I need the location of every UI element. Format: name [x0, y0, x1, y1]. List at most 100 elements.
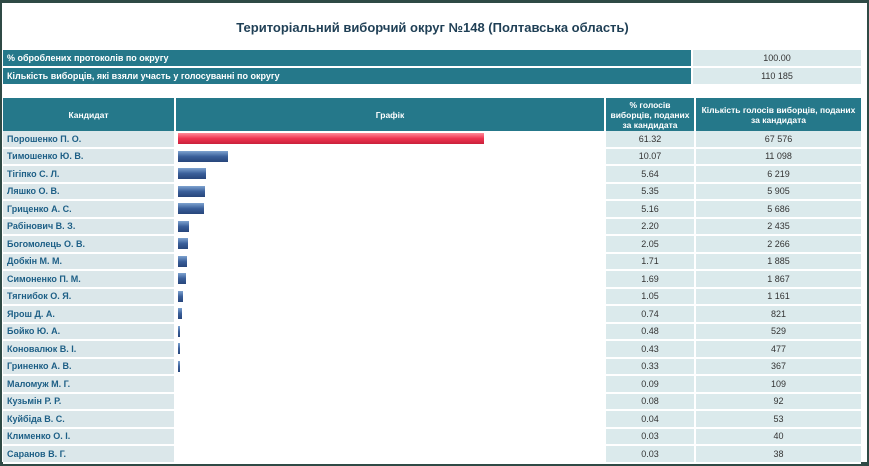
candidate-name: Куйбіда В. С. — [3, 411, 176, 429]
votes-value: 1 161 — [696, 288, 861, 306]
bar-cell — [176, 148, 606, 166]
summary-table: % оброблених протоколів по округу 100.00… — [3, 50, 861, 86]
window-bottom-border — [0, 462, 869, 466]
window-left-border — [0, 0, 2, 466]
votes-value: 5 905 — [696, 183, 861, 201]
vote-bar — [178, 290, 184, 302]
vote-bar — [178, 220, 189, 232]
vote-bar — [178, 168, 207, 180]
percent-value: 10.07 — [606, 148, 696, 166]
candidate-name: Кузьмін Р. Р. — [3, 393, 176, 411]
candidate-name: Ярош Д. А. — [3, 306, 176, 324]
window-right-border — [867, 0, 869, 466]
candidate-name: Симоненко П. М. — [3, 271, 176, 289]
table-row: Тігіпко С. Л. 5.64 6 219 — [3, 166, 861, 184]
candidate-name: Тігіпко С. Л. — [3, 166, 176, 184]
table-row: Кузьмін Р. Р. 0.08 92 — [3, 393, 861, 411]
candidate-name: Богомолець О. В. — [3, 236, 176, 254]
table-row: Тимошенко Ю. В. 10.07 11 098 — [3, 148, 861, 166]
header-percent: % голосів виборців, поданих за кандидата — [606, 98, 696, 131]
header-candidate: Кандидат — [3, 98, 176, 131]
results-table: Кандидат Графік % голосів виборців, пода… — [3, 98, 861, 464]
votes-value: 109 — [696, 376, 861, 394]
bar-cell — [176, 183, 606, 201]
summary-row-turnout: Кількість виборців, які взяли участь у г… — [3, 68, 861, 86]
table-row: Ярош Д. А. 0.74 821 — [3, 306, 861, 324]
summary-value: 100.00 — [693, 50, 861, 68]
table-row: Порошенко П. О. 61.32 67 576 — [3, 131, 861, 149]
vote-bar — [178, 255, 187, 267]
table-row: Рабінович В. З. 2.20 2 435 — [3, 218, 861, 236]
bar-cell — [176, 341, 606, 359]
percent-value: 0.04 — [606, 411, 696, 429]
candidate-name: Ляшко О. В. — [3, 183, 176, 201]
table-row: Гриценко А. С. 5.16 5 686 — [3, 201, 861, 219]
vote-bar — [178, 325, 181, 337]
table-row: Добкін М. М. 1.71 1 885 — [3, 253, 861, 271]
bar-cell — [176, 446, 606, 464]
bar-cell — [176, 131, 606, 149]
vote-bar — [178, 203, 204, 215]
votes-value: 2 266 — [696, 236, 861, 254]
percent-value: 0.43 — [606, 341, 696, 359]
vote-bar — [178, 133, 484, 145]
votes-value: 529 — [696, 323, 861, 341]
header-votes: Кількість голосів виборців, поданих за к… — [696, 98, 861, 131]
table-row: Клименко О. І. 0.03 40 — [3, 428, 861, 446]
bar-cell — [176, 393, 606, 411]
candidate-name: Клименко О. І. — [3, 428, 176, 446]
candidate-name: Тимошенко Ю. В. — [3, 148, 176, 166]
vote-bar — [178, 150, 229, 162]
votes-value: 67 576 — [696, 131, 861, 149]
candidate-name: Бойко Ю. А. — [3, 323, 176, 341]
table-row: Саранов В. Г. 0.03 38 — [3, 446, 861, 464]
table-row: Коновалюк В. І. 0.43 477 — [3, 341, 861, 359]
percent-value: 0.33 — [606, 358, 696, 376]
bar-cell — [176, 218, 606, 236]
header-chart: Графік — [176, 98, 606, 131]
candidate-name: Саранов В. Г. — [3, 446, 176, 464]
vote-bar — [178, 238, 189, 250]
percent-value: 61.32 — [606, 131, 696, 149]
bar-cell — [176, 288, 606, 306]
percent-value: 1.05 — [606, 288, 696, 306]
table-row: Маломуж М. Г. 0.09 109 — [3, 376, 861, 394]
results-header-row: Кандидат Графік % голосів виборців, пода… — [3, 98, 861, 131]
votes-value: 38 — [696, 446, 861, 464]
percent-value: 1.69 — [606, 271, 696, 289]
votes-value: 6 219 — [696, 166, 861, 184]
percent-value: 5.35 — [606, 183, 696, 201]
summary-row-processed: % оброблених протоколів по округу 100.00 — [3, 50, 861, 68]
votes-value: 2 435 — [696, 218, 861, 236]
table-row: Богомолець О. В. 2.05 2 266 — [3, 236, 861, 254]
table-row: Куйбіда В. С. 0.04 53 — [3, 411, 861, 429]
vote-bar — [178, 308, 182, 320]
percent-value: 0.03 — [606, 446, 696, 464]
votes-value: 1 885 — [696, 253, 861, 271]
bar-cell — [176, 271, 606, 289]
votes-value: 1 867 — [696, 271, 861, 289]
bar-cell — [176, 376, 606, 394]
window-top-border — [0, 0, 869, 3]
percent-value: 5.16 — [606, 201, 696, 219]
votes-value: 11 098 — [696, 148, 861, 166]
summary-label: Кількість виборців, які взяли участь у г… — [3, 68, 693, 86]
candidate-name: Коновалюк В. І. — [3, 341, 176, 359]
bar-cell — [176, 428, 606, 446]
percent-value: 0.09 — [606, 376, 696, 394]
percent-value: 5.64 — [606, 166, 696, 184]
candidate-name: Добкін М. М. — [3, 253, 176, 271]
vote-bar — [178, 343, 181, 355]
votes-value: 367 — [696, 358, 861, 376]
results-body: Порошенко П. О. 61.32 67 576 Тимошенко Ю. В… — [3, 131, 861, 464]
table-row: Тягнибок О. Я. 1.05 1 161 — [3, 288, 861, 306]
votes-value: 821 — [696, 306, 861, 324]
vote-bar — [178, 185, 205, 197]
bar-cell — [176, 236, 606, 254]
table-row: Симоненко П. М. 1.69 1 867 — [3, 271, 861, 289]
votes-value: 477 — [696, 341, 861, 359]
candidate-name: Гриненко А. В. — [3, 358, 176, 376]
candidate-name: Порошенко П. О. — [3, 131, 176, 149]
percent-value: 0.08 — [606, 393, 696, 411]
votes-value: 40 — [696, 428, 861, 446]
